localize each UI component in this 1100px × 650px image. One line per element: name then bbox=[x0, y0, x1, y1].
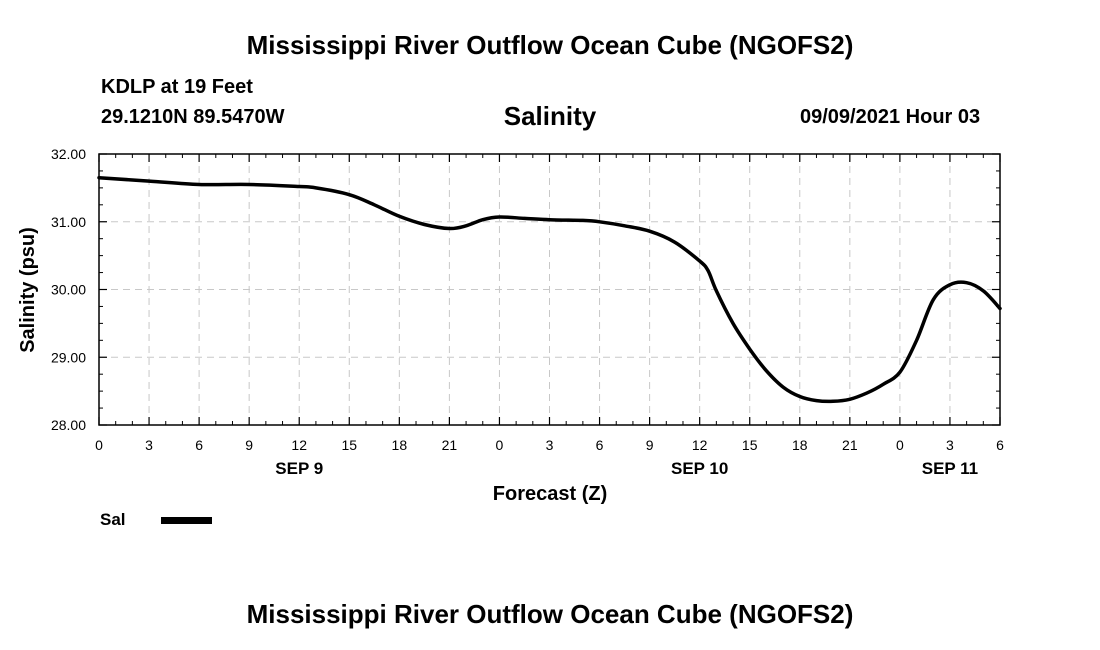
x-tick-label: 0 bbox=[896, 437, 904, 453]
x-tick-label: 3 bbox=[946, 437, 954, 453]
x-tick-label: 3 bbox=[546, 437, 554, 453]
x-tick-label: 18 bbox=[392, 437, 408, 453]
y-axis-label: Salinity (psu) bbox=[17, 227, 39, 353]
x-tick-label: 6 bbox=[195, 437, 203, 453]
axis-tick-labels: 0 3 6 9 12 15 18 21 0 3 6 9 12 15 18 21 0 3 6 28.00 29.00 30.… bbox=[51, 146, 1004, 478]
x-tick-label: 9 bbox=[245, 437, 253, 453]
x-tick-label: 3 bbox=[145, 437, 153, 453]
y-tick-label: 30.00 bbox=[51, 282, 86, 298]
x-date-label: SEP 9 bbox=[275, 459, 323, 478]
forecast-datetime: 09/09/2021 Hour 03 bbox=[800, 106, 981, 128]
series-line-sal bbox=[97, 175, 1002, 404]
y-tick-label: 32.00 bbox=[51, 146, 86, 162]
legend-label: Sal bbox=[100, 510, 126, 529]
x-date-label: SEP 10 bbox=[671, 459, 728, 478]
station-label: KDLP at 19 Feet bbox=[101, 76, 253, 98]
station-coordinates: 29.1210N 89.5470W bbox=[101, 106, 285, 128]
grid-lines bbox=[99, 154, 1000, 425]
x-tick-label: 6 bbox=[596, 437, 604, 453]
x-tick-label: 21 bbox=[442, 437, 458, 453]
x-tick-label: 6 bbox=[996, 437, 1004, 453]
y-tick-label: 31.00 bbox=[51, 214, 86, 230]
x-tick-label: 15 bbox=[341, 437, 357, 453]
axis-ticks bbox=[98, 153, 1001, 426]
y-tick-label: 28.00 bbox=[51, 417, 86, 433]
x-date-label: SEP 11 bbox=[922, 459, 978, 478]
series-layer bbox=[97, 175, 1002, 404]
variable-title: Salinity bbox=[503, 101, 597, 131]
chart-title-top: Mississippi River Outflow Ocean Cube (NG… bbox=[246, 30, 854, 60]
x-tick-label: 12 bbox=[692, 437, 708, 453]
x-axis-label: Forecast (Z) bbox=[493, 483, 607, 505]
x-tick-label: 0 bbox=[496, 437, 504, 453]
chart-title-bottom: Mississippi River Outflow Ocean Cube (NG… bbox=[246, 599, 854, 629]
x-tick-label: 0 bbox=[95, 437, 103, 453]
x-tick-label: 21 bbox=[842, 437, 858, 453]
x-tick-label: 12 bbox=[291, 437, 307, 453]
x-tick-label: 9 bbox=[646, 437, 654, 453]
x-tick-label: 18 bbox=[792, 437, 808, 453]
legend-line-swatch bbox=[161, 517, 212, 524]
y-tick-label: 29.00 bbox=[51, 349, 86, 365]
x-tick-label: 15 bbox=[742, 437, 758, 453]
